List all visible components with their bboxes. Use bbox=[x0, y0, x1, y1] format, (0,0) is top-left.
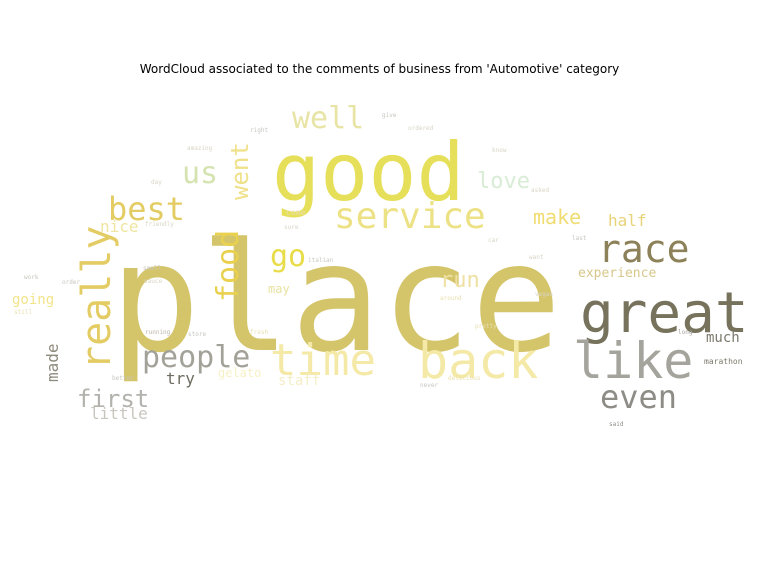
word-first: first bbox=[77, 385, 149, 413]
word-service: service bbox=[334, 196, 486, 237]
word-give: give bbox=[382, 112, 397, 119]
word-gelato: gelato bbox=[218, 366, 261, 380]
word-half: half bbox=[608, 211, 647, 230]
word-really: really bbox=[74, 226, 120, 371]
word-may: may bbox=[268, 282, 290, 296]
word-sauce: sauce bbox=[144, 278, 162, 285]
word-asked: asked bbox=[531, 187, 549, 194]
word-made: made bbox=[43, 343, 62, 382]
word-small: small bbox=[143, 265, 161, 272]
word-around: around bbox=[440, 295, 462, 302]
word-right: right bbox=[250, 127, 268, 134]
word-said: said bbox=[609, 421, 624, 428]
word-much: much bbox=[706, 330, 740, 346]
word-best: best bbox=[108, 190, 185, 228]
word-come: come bbox=[286, 208, 305, 217]
word-make: make bbox=[533, 205, 581, 229]
word-going: going bbox=[12, 292, 54, 308]
word-nice: nice bbox=[100, 217, 139, 236]
word-great: great bbox=[580, 281, 749, 346]
word-love: love bbox=[477, 169, 530, 194]
word-want: want bbox=[529, 254, 544, 261]
word-place: place bbox=[110, 212, 562, 386]
word-go: go bbox=[270, 239, 306, 274]
word-work: work bbox=[24, 274, 39, 281]
word-friendly: friendly bbox=[145, 221, 174, 228]
word-amazing: amazing bbox=[187, 145, 213, 152]
word-better: better bbox=[112, 375, 134, 382]
word-time: time bbox=[270, 335, 376, 386]
word-like: like bbox=[573, 332, 693, 390]
chart-title: WordCloud associated to the comments of … bbox=[139, 62, 620, 76]
word-fresh: fresh bbox=[250, 329, 268, 336]
word-back: back bbox=[418, 332, 538, 390]
word-day: day bbox=[151, 179, 162, 186]
word-ordered: ordered bbox=[408, 125, 434, 132]
word-well: well bbox=[292, 101, 364, 136]
word-us: us bbox=[182, 156, 218, 191]
word-people: people bbox=[142, 340, 250, 375]
word-marathon: marathon bbox=[704, 357, 743, 366]
word-long: long bbox=[678, 329, 693, 336]
word-try: try bbox=[166, 369, 195, 388]
word-store: store bbox=[188, 331, 206, 338]
word-never: never bbox=[420, 382, 438, 389]
word-last: last bbox=[572, 235, 587, 242]
word-sure: sure bbox=[284, 224, 299, 231]
word-went: went bbox=[226, 142, 254, 200]
word-car: car bbox=[488, 237, 499, 244]
word-experience: experience bbox=[578, 266, 656, 281]
word-food: food bbox=[211, 230, 246, 302]
word-good: good bbox=[272, 126, 465, 219]
word-delicious: delicious bbox=[448, 375, 481, 382]
word-race: race bbox=[598, 227, 690, 271]
word-staff: staff bbox=[278, 373, 320, 389]
word-know: know bbox=[492, 147, 507, 154]
word-order: order bbox=[62, 279, 80, 286]
word-pretty: pretty bbox=[475, 323, 497, 330]
word-italian: italian bbox=[308, 257, 334, 264]
word-running: running bbox=[145, 329, 171, 336]
word-run: run bbox=[440, 268, 480, 293]
word-vegas: vegas bbox=[535, 291, 553, 298]
word-even: even bbox=[600, 378, 677, 416]
word-still: still bbox=[14, 309, 32, 316]
word-little: little bbox=[90, 404, 148, 423]
